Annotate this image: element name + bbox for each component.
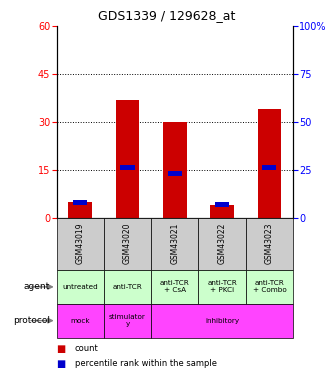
Text: anti-TCR
+ Combo: anti-TCR + Combo xyxy=(252,280,286,293)
Text: percentile rank within the sample: percentile rank within the sample xyxy=(75,359,217,368)
Text: stimulator
y: stimulator y xyxy=(109,314,146,327)
FancyBboxPatch shape xyxy=(198,217,246,270)
Bar xyxy=(210,205,234,218)
Text: anti-TCR
+ PKCi: anti-TCR + PKCi xyxy=(207,280,237,293)
FancyBboxPatch shape xyxy=(151,217,198,270)
Bar xyxy=(215,202,229,207)
Bar xyxy=(121,165,135,170)
Text: mock: mock xyxy=(71,318,90,324)
FancyBboxPatch shape xyxy=(104,217,151,270)
Text: ■: ■ xyxy=(57,344,66,354)
Bar xyxy=(168,171,182,176)
FancyBboxPatch shape xyxy=(246,217,293,270)
Bar xyxy=(116,100,139,218)
FancyBboxPatch shape xyxy=(198,270,246,304)
Text: anti-TCR
+ CsA: anti-TCR + CsA xyxy=(160,280,190,293)
Bar xyxy=(262,165,276,170)
FancyBboxPatch shape xyxy=(104,304,151,338)
Bar xyxy=(258,109,281,217)
Text: protocol: protocol xyxy=(13,316,50,325)
Bar xyxy=(163,122,187,218)
Text: GSM43023: GSM43023 xyxy=(265,223,274,264)
Text: GSM43020: GSM43020 xyxy=(123,223,132,264)
Bar xyxy=(73,200,87,205)
FancyBboxPatch shape xyxy=(246,270,293,304)
FancyBboxPatch shape xyxy=(57,270,104,304)
Text: untreated: untreated xyxy=(62,284,98,290)
Text: ■: ■ xyxy=(57,359,66,369)
Text: count: count xyxy=(75,344,99,353)
Text: GDS1339 / 129628_at: GDS1339 / 129628_at xyxy=(98,9,235,22)
FancyBboxPatch shape xyxy=(151,304,293,338)
Text: GSM43022: GSM43022 xyxy=(217,223,227,264)
Bar xyxy=(69,202,92,217)
FancyBboxPatch shape xyxy=(57,217,104,270)
Text: agent: agent xyxy=(24,282,50,291)
Text: GSM43019: GSM43019 xyxy=(76,223,85,264)
Text: anti-TCR: anti-TCR xyxy=(113,284,143,290)
Text: inhibitory: inhibitory xyxy=(205,318,239,324)
FancyBboxPatch shape xyxy=(57,304,104,338)
FancyBboxPatch shape xyxy=(104,270,151,304)
Text: GSM43021: GSM43021 xyxy=(170,223,179,264)
FancyBboxPatch shape xyxy=(151,270,198,304)
